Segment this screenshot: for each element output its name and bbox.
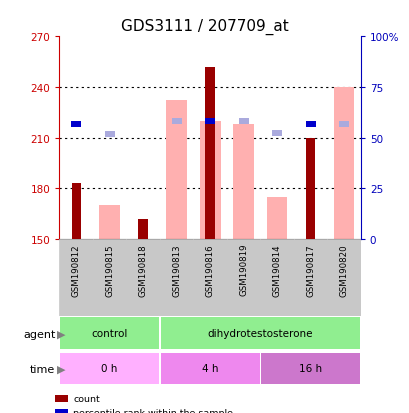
- Text: count: count: [73, 394, 99, 404]
- Text: GSM190813: GSM190813: [172, 243, 181, 296]
- Bar: [166, 101, 187, 240]
- Bar: [71, 122, 81, 128]
- Bar: [60, 353, 159, 385]
- Bar: [193, 240, 226, 316]
- Text: GSM190818: GSM190818: [138, 243, 147, 296]
- Bar: [171, 119, 181, 124]
- Bar: [60, 318, 159, 349]
- Bar: [226, 240, 260, 316]
- Text: ▶: ▶: [57, 329, 66, 339]
- Bar: [272, 131, 281, 136]
- Bar: [199, 121, 220, 240]
- Bar: [160, 240, 193, 316]
- Bar: [59, 240, 93, 316]
- Bar: [104, 132, 115, 138]
- Text: ▶: ▶: [57, 364, 66, 374]
- Bar: [293, 240, 326, 316]
- Bar: [55, 395, 67, 402]
- Bar: [305, 138, 315, 240]
- Text: agent: agent: [23, 329, 55, 339]
- Text: 16 h: 16 h: [298, 363, 321, 374]
- Text: 0 h: 0 h: [101, 363, 117, 374]
- Bar: [205, 68, 214, 240]
- Text: time: time: [30, 364, 55, 374]
- Text: GSM190817: GSM190817: [306, 243, 314, 296]
- Bar: [99, 206, 120, 240]
- Bar: [93, 240, 126, 316]
- Bar: [260, 240, 293, 316]
- Bar: [238, 119, 248, 124]
- Text: control: control: [91, 328, 128, 339]
- Text: GDS3111 / 207709_at: GDS3111 / 207709_at: [121, 19, 288, 35]
- Text: GSM190820: GSM190820: [339, 243, 348, 296]
- Bar: [204, 119, 215, 124]
- Bar: [338, 122, 348, 128]
- Text: GSM190814: GSM190814: [272, 243, 281, 296]
- Bar: [160, 318, 359, 349]
- Bar: [305, 122, 315, 128]
- Bar: [71, 184, 81, 240]
- Bar: [326, 240, 360, 316]
- Bar: [266, 197, 287, 240]
- Bar: [160, 353, 259, 385]
- Text: GSM190819: GSM190819: [238, 243, 247, 296]
- Bar: [233, 125, 253, 240]
- Bar: [333, 88, 353, 240]
- Bar: [55, 409, 67, 413]
- Bar: [261, 353, 359, 385]
- Text: GSM190816: GSM190816: [205, 243, 214, 296]
- Bar: [138, 219, 148, 240]
- Bar: [126, 240, 160, 316]
- Text: GSM190815: GSM190815: [105, 243, 114, 296]
- Text: percentile rank within the sample: percentile rank within the sample: [73, 408, 232, 413]
- Text: dihydrotestosterone: dihydrotestosterone: [207, 328, 312, 339]
- Text: GSM190812: GSM190812: [72, 243, 81, 296]
- Text: 4 h: 4 h: [201, 363, 218, 374]
